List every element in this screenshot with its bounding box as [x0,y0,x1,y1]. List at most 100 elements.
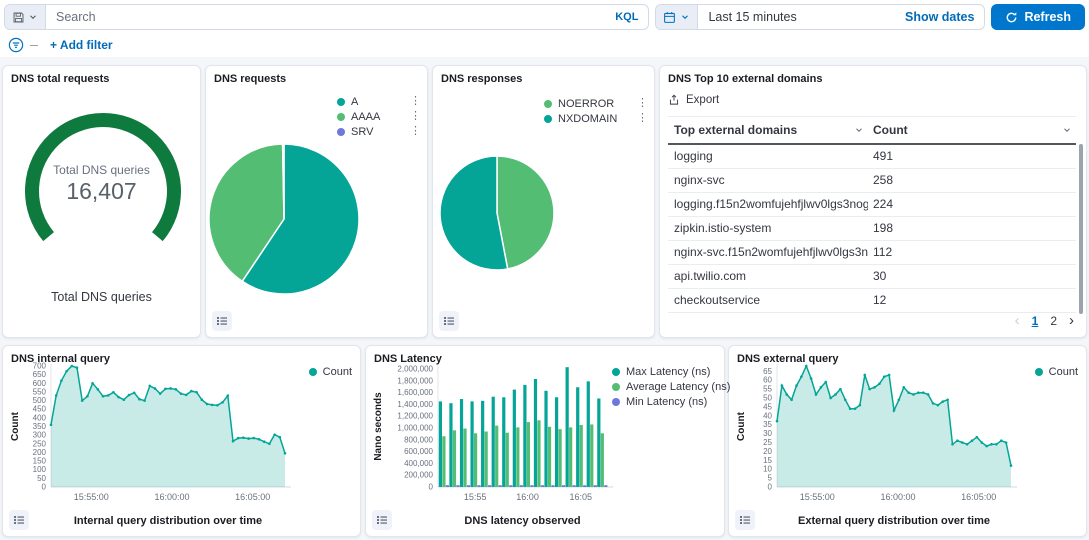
svg-text:1,800,000: 1,800,000 [397,376,433,385]
svg-text:1,600,000: 1,600,000 [397,388,433,397]
panel-dns-top-external-domains: DNS Top 10 external domains Export Top e… [659,65,1087,338]
svg-text:0: 0 [42,483,47,492]
bar-chart: 0 200,000 400,000 600,000 800,000 1,000,000 1,… [373,364,613,502]
table-row: nginx-svc 258 [668,168,1076,193]
legend-list-icon [14,516,24,524]
svg-text:Nano seconds: Nano seconds [373,392,384,461]
legend-toggle-button[interactable] [439,311,459,331]
calendar-icon [664,11,676,23]
legend-item[interactable]: Count [308,364,352,379]
svg-text:100: 100 [33,465,47,474]
legend-item[interactable]: Average Latency (ns) [612,379,730,394]
table-row: logging.f15n2womfujehfjlwv0lgs3nog.... 22… [668,192,1076,217]
legend-menu-icon[interactable]: ⋮ [410,125,421,137]
legend-item[interactable]: NXDOMAIN ⋮ [544,111,648,126]
svg-text:50: 50 [37,474,46,483]
show-dates-link[interactable]: Show dates [904,10,975,24]
legend-menu-icon[interactable]: ⋮ [410,95,421,107]
legend-toggle-button[interactable] [9,510,29,530]
svg-text:300: 300 [33,431,47,440]
svg-text:55: 55 [763,385,772,394]
legend-color-dot [337,127,345,136]
svg-text:40: 40 [763,411,772,420]
svg-text:600,000: 600,000 [404,447,433,456]
legend-color-dot [544,99,552,108]
svg-text:15: 15 [763,456,772,465]
legend-item[interactable]: NOERROR ⋮ [544,96,648,111]
legend-toggle-button[interactable] [212,311,232,331]
refresh-label: Refresh [1024,10,1071,24]
svg-text:550: 550 [33,387,47,396]
panel-dns-external-query: DNS external query 0 5 10 15 20 25 30 35 40 45 50 5… [728,345,1087,537]
svg-text:150: 150 [33,457,47,466]
legend-toggle-button[interactable] [372,510,392,530]
search-input[interactable] [46,5,606,29]
svg-text:1,200,000: 1,200,000 [397,412,433,421]
legend-toggle-button[interactable] [735,510,755,530]
page-next-icon[interactable]: › [1069,312,1074,329]
column-header-count[interactable]: Count [868,117,1076,145]
page-2-button[interactable]: 2 [1050,313,1057,328]
refresh-button[interactable]: Refresh [991,4,1085,30]
legend-color-dot [612,397,620,406]
legend-item[interactable]: AAAA ⋮ [337,109,421,124]
gauge-label: Total DNS queries [53,163,150,177]
export-label: Export [686,94,720,106]
svg-text:2,000,000: 2,000,000 [397,364,433,373]
add-filter-link[interactable]: + Add filter [50,38,113,52]
chart-legend: Count [308,364,352,379]
table-row: logging 491 [668,144,1076,169]
x-axis-title: External query distribution over time [798,515,990,527]
chart-legend: Max Latency (ns) Average Latency (ns) Mi… [612,364,730,409]
svg-text:50: 50 [763,394,772,403]
column-header-domains[interactable]: Top external domains [668,117,868,145]
svg-text:15:55: 15:55 [464,492,487,502]
dashboard-board: DNS total requests Total DNS queries 16,… [0,57,1089,540]
kql-button[interactable]: KQL [615,11,639,23]
legend-menu-icon[interactable]: ⋮ [637,97,648,109]
svg-text:45: 45 [763,402,772,411]
legend-color-dot [612,382,620,391]
filter-divider [30,44,38,46]
filter-menu-icon[interactable] [8,37,24,53]
legend-list-icon [444,317,454,325]
panel-title: DNS requests [214,73,287,85]
svg-text:650: 650 [33,370,47,379]
calendar-dropdown-button[interactable] [656,5,699,29]
panel-title: DNS total requests [11,73,110,85]
legend-item[interactable]: Count [1034,364,1078,379]
topbar: KQL Last 15 minutes Show dates Refresh [0,0,1089,33]
table-row: nginx-svc.f15n2womfujehfjlwv0lgs3no... 11… [668,240,1076,265]
svg-text:60: 60 [763,376,772,385]
legend-menu-icon[interactable]: ⋮ [637,112,648,124]
export-button[interactable]: Export [668,94,719,106]
legend-color-dot [337,97,345,106]
svg-text:0: 0 [429,483,434,492]
legend-menu-icon[interactable]: ⋮ [410,110,421,122]
legend-item[interactable]: Min Latency (ns) [612,394,718,409]
panel-dns-responses: DNS responses NOERROR ⋮ NXDOMAIN ⋮ [432,65,655,338]
panel-title: DNS Latency [374,353,442,365]
gauge-bottom-label: Total DNS queries [51,290,152,304]
svg-text:16:00:00: 16:00:00 [154,492,189,502]
time-range-label[interactable]: Last 15 minutes [708,10,797,24]
svg-text:25: 25 [763,438,772,447]
legend-item[interactable]: SRV ⋮ [337,124,421,139]
page-prev-icon[interactable]: ‹ [1014,312,1020,329]
svg-text:16:05:00: 16:05:00 [961,492,996,502]
svg-text:250: 250 [33,439,47,448]
legend-item[interactable]: Max Latency (ns) [612,364,718,379]
chart-legend: Count [1034,364,1078,379]
page-1-button[interactable]: 1 [1031,313,1039,328]
panel-title: DNS responses [441,73,523,85]
export-icon [669,94,679,105]
svg-text:400: 400 [33,413,47,422]
table-scrollbar[interactable] [1079,144,1083,314]
svg-text:200: 200 [33,448,47,457]
legend-item[interactable]: A ⋮ [337,94,421,109]
saved-query-menu-button[interactable] [5,5,46,29]
svg-text:Count: Count [736,411,747,441]
table-row: checkoutservice 12 [668,288,1076,313]
svg-text:20: 20 [763,447,772,456]
